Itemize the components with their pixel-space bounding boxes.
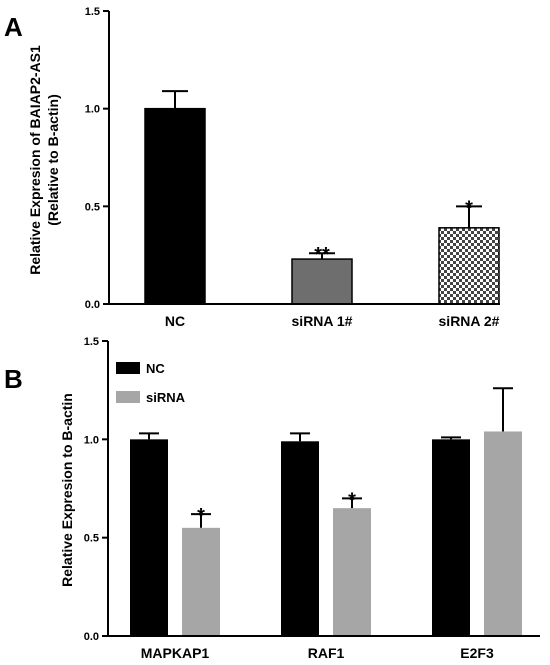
panel-b-xtick-label-e2f3: E2F3 xyxy=(460,645,494,661)
panel-b-legend: NC siRNA xyxy=(116,361,186,405)
panel-a-xtick-label-nc: NC xyxy=(165,313,185,329)
panel-b-bar-e2f3-nc xyxy=(432,439,470,636)
panel-b-bar-mapkap1-nc xyxy=(130,439,168,636)
panel-a-ytick-label-0: 0.0 xyxy=(85,299,100,311)
panel-b-ytick-label-3: 1.5 xyxy=(84,336,99,348)
panel-a-ylabel-line2: (Relative to B-actin) xyxy=(45,94,61,225)
panel-b-xtick-label-raf1: RAF1 xyxy=(308,645,345,661)
panel-b-xtick-label-mapkap1: MAPKAP1 xyxy=(141,645,210,661)
panel-a-chart: A Relative Expresion of BAIAP2-AS1 (Rela… xyxy=(4,6,500,329)
panel-b-ylabel: Relative Expresion to B-actin xyxy=(59,393,75,587)
panel-b-bar-raf1-nc xyxy=(281,441,319,636)
panel-a-label: A xyxy=(4,12,23,42)
legend-swatch-sirna xyxy=(116,391,140,403)
panel-a-xtick-label-sirna-1: siRNA 1# xyxy=(292,313,353,329)
panel-b-ytick-label-1: 0.5 xyxy=(84,533,99,545)
panel-b-bar-e2f3-sirna xyxy=(484,431,522,636)
panel-a-xtick-label-sirna-2: siRNA 2# xyxy=(439,313,500,329)
panel-b-chart: B Relative Expresion to B-actin NC siRNA… xyxy=(4,336,540,661)
panel-a-bar-nc xyxy=(144,107,206,305)
panel-a-ylabel: Relative Expresion of BAIAP2-AS1 (Relati… xyxy=(27,45,61,275)
panel-b-bar-raf1-sirna xyxy=(333,508,371,636)
panel-a-ytick-label-2: 1.0 xyxy=(85,104,100,116)
panel-b-significance-mapkap1: * xyxy=(197,505,205,527)
panel-a-bar-sirna-1 xyxy=(291,258,353,305)
panel-b-significance-raf1: * xyxy=(348,489,356,511)
legend-label-sirna: siRNA xyxy=(146,390,186,405)
panel-a-ytick-label-1: 0.5 xyxy=(85,201,100,213)
panel-a-significance-sirna-1: ** xyxy=(314,244,330,266)
panel-b-label: B xyxy=(4,364,23,394)
panel-b-bar-mapkap1-sirna xyxy=(182,527,220,636)
panel-b-ylabel-text: Relative Expresion to B-actin xyxy=(59,393,75,587)
panel-b-ytick-label-0: 0.0 xyxy=(84,631,99,643)
legend-label-nc: NC xyxy=(146,361,165,376)
panel-b-ytick-label-2: 1.0 xyxy=(84,434,99,446)
panel-a-ytick-label-3: 1.5 xyxy=(85,6,100,18)
panel-a-bar-sirna-2 xyxy=(438,227,500,305)
legend-swatch-nc xyxy=(116,362,140,374)
panel-a-significance-sirna-2: * xyxy=(465,197,473,219)
panel-a-ylabel-line1: Relative Expresion of BAIAP2-AS1 xyxy=(27,45,43,275)
